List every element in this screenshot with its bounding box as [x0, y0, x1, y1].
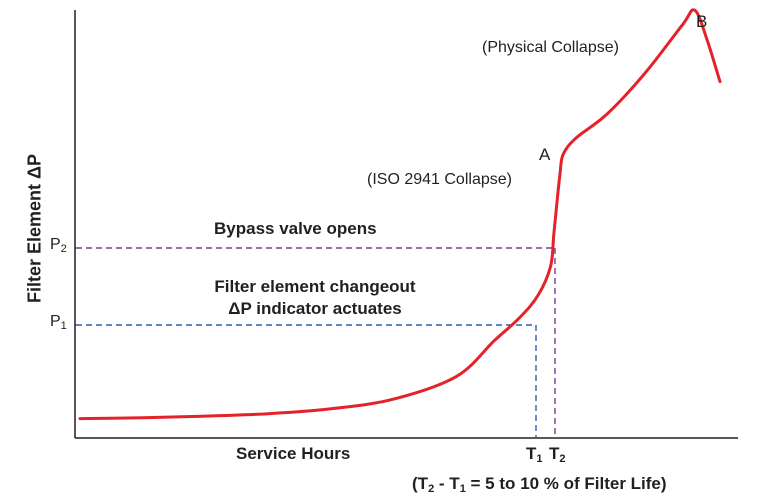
x-axis-label: Service Hours — [236, 444, 351, 463]
changeout-line-2: ΔP indicator actuates — [228, 299, 402, 318]
point-b-description: (Physical Collapse) — [482, 39, 619, 56]
bypass-annotation: Bypass valve opens — [214, 219, 377, 238]
footnote: (T2 - T1 = 5 to 10 % of Filter Life) — [412, 474, 667, 495]
reference-lines — [76, 247, 556, 438]
y-tick-label-p2: P2 — [50, 236, 67, 255]
point-b-label: B — [696, 12, 708, 31]
point-a-description: (ISO 2941 Collapse) — [367, 171, 512, 188]
changeout-line-1: Filter element changeout — [214, 277, 416, 296]
x-tick-label-t1: T1 — [526, 444, 543, 465]
y-axis-label: Filter Element ΔP — [24, 154, 45, 303]
changeout-annotation: Filter element changeout ΔP indicator ac… — [190, 276, 440, 320]
x-tick-label-t2: T2 — [549, 444, 566, 465]
point-a-label: A — [539, 145, 551, 164]
y-tick-label-p1: P1 — [50, 313, 67, 332]
series-line — [78, 8, 722, 421]
